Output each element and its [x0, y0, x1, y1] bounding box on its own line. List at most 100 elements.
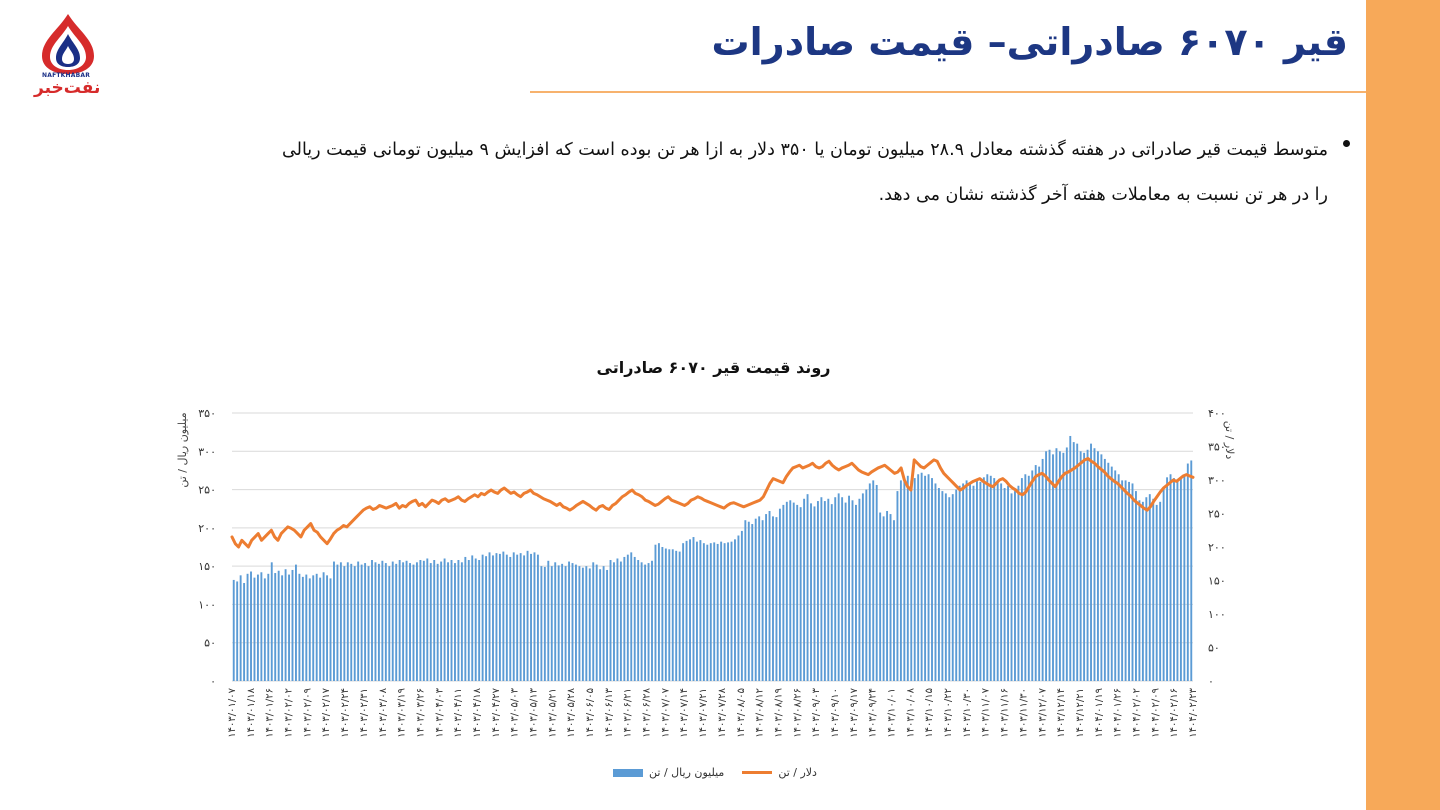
x-tick-label: ۱۴۰۳/۰۹/۱۰ — [830, 688, 841, 738]
bar — [827, 498, 830, 681]
bar — [301, 576, 304, 681]
bar — [350, 563, 353, 681]
x-tick-label: ۱۴۰۳/۰۵/۱۳ — [528, 687, 539, 737]
bar — [820, 497, 823, 681]
bar — [353, 566, 356, 681]
bar — [865, 489, 868, 681]
bar — [1048, 449, 1051, 681]
bar — [443, 558, 446, 681]
bar — [1069, 435, 1072, 681]
bar — [834, 497, 837, 681]
bar — [1096, 451, 1099, 681]
legend-label-rial: میلیون ریال / تن — [649, 766, 725, 779]
x-tick-label: ۱۴۰۳/۰۸/۱۲ — [755, 688, 766, 738]
bar — [792, 502, 795, 681]
x-tick-label: ۱۴۰۳/۰۷/۲۱ — [698, 688, 709, 738]
legend-swatch-bar — [613, 768, 644, 777]
bar — [492, 555, 494, 681]
right-tick-label: ۵۰ — [1208, 642, 1220, 655]
bar — [440, 561, 443, 681]
bar — [239, 575, 242, 681]
bar — [979, 481, 982, 681]
bar — [305, 574, 308, 681]
bar — [1034, 465, 1037, 681]
bar — [1072, 442, 1075, 681]
bar — [436, 563, 439, 681]
bar — [944, 493, 947, 681]
flame-logo-icon — [42, 14, 94, 74]
bar — [782, 504, 785, 681]
bar — [253, 577, 256, 681]
bar — [810, 503, 812, 681]
bar — [1000, 483, 1003, 681]
bar — [488, 552, 491, 681]
x-tick-label: ۱۴۰۳/۱۰/۰۸ — [905, 687, 916, 737]
bar — [647, 563, 650, 681]
bar — [851, 500, 854, 681]
bar — [727, 542, 730, 681]
bar — [754, 518, 757, 681]
bar — [1190, 460, 1193, 681]
bar — [1079, 451, 1082, 681]
bar — [1183, 475, 1186, 681]
bar — [530, 553, 532, 681]
bar — [329, 578, 332, 681]
bar — [616, 558, 619, 681]
x-tick-label: ۱۴۰۳/۱۰/۰۱ — [887, 688, 898, 738]
bar — [274, 573, 277, 681]
bar — [1179, 477, 1182, 681]
x-tick-label: ۱۴۰۳/۱۱/۱۶ — [1000, 688, 1011, 738]
left-tick-label: ۱۵۰ — [198, 560, 216, 573]
bar — [599, 569, 602, 681]
bar — [896, 491, 899, 681]
bar — [519, 553, 522, 681]
x-tick-label: ۱۴۰۳/۰۷/۱۴ — [679, 688, 690, 738]
title-divider — [530, 91, 1366, 93]
bar — [575, 564, 577, 681]
bar — [547, 560, 550, 681]
left-axis-label: میلیون ریال / تن — [176, 412, 189, 487]
bar — [613, 562, 615, 681]
x-tick-label: ۱۴۰۳/۰۸/۰۵ — [736, 688, 747, 738]
bar — [543, 566, 546, 681]
bar — [768, 511, 771, 681]
bar — [554, 562, 557, 681]
logo-brand-en: NAFTKHABAR — [42, 72, 91, 79]
right-tick-label: ۴۰۰ — [1208, 407, 1226, 420]
bar — [623, 556, 626, 681]
bar — [384, 563, 387, 681]
bar — [837, 493, 840, 681]
bar — [678, 551, 681, 681]
bar — [1121, 480, 1124, 681]
x-tick-label: ۱۴۰۳/۰۱/۰۷ — [227, 687, 238, 737]
bar — [405, 560, 408, 681]
x-tick-label: ۱۴۰۳/۰۴/۱۸ — [472, 687, 483, 737]
bar — [1055, 448, 1058, 681]
x-tick-label: ۱۴۰۳/۰۹/۱۷ — [849, 687, 860, 737]
bar — [1093, 448, 1096, 681]
bar — [924, 475, 927, 681]
x-tick-label: ۱۴۰۳/۰۶/۲۱ — [623, 688, 634, 738]
bar — [447, 562, 449, 681]
bar — [374, 562, 377, 681]
bar — [962, 483, 965, 681]
bar — [308, 578, 311, 681]
bar — [288, 574, 290, 681]
logo: NAFTKHABAR نفت‌خبر — [28, 12, 108, 104]
bar — [1135, 491, 1137, 681]
bar — [747, 521, 750, 681]
bar — [730, 541, 733, 681]
bar — [1152, 498, 1155, 681]
bar — [243, 582, 246, 681]
x-tick-label: ۱۴۰۳/۰۵/۰۳ — [510, 687, 521, 737]
bar — [357, 561, 360, 681]
bar — [1131, 483, 1134, 681]
bar — [481, 554, 484, 681]
bar — [312, 575, 315, 681]
x-tick-label: ۱۴۰۳/۰۲/۱۷ — [321, 687, 332, 737]
bar — [803, 498, 806, 681]
bar — [630, 552, 633, 681]
bar — [464, 556, 467, 681]
bar — [675, 550, 678, 681]
bar — [485, 556, 488, 681]
